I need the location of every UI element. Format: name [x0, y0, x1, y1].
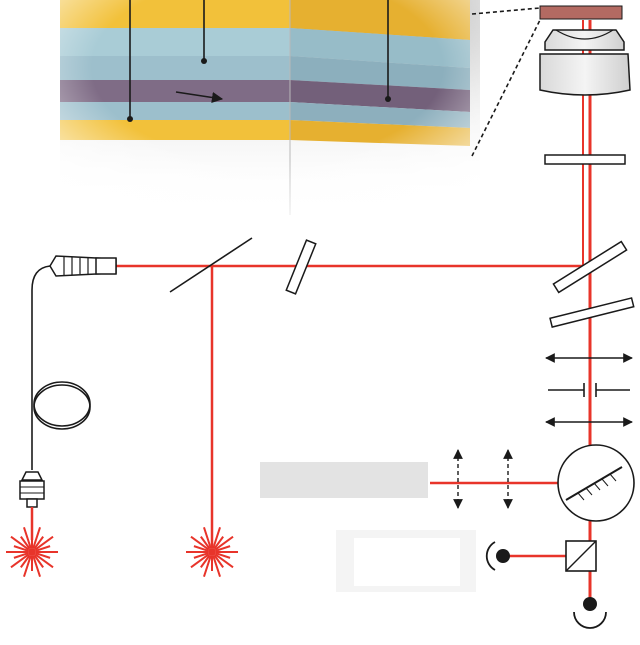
wave-plate-horizontal — [285, 239, 317, 295]
laser-ray — [215, 545, 231, 552]
laser-ray — [34, 553, 54, 569]
magnetization-arrow — [175, 91, 224, 104]
polarizing-beam-cube — [565, 540, 597, 572]
dichroic-mirror — [552, 240, 628, 294]
zoom-line-bottom — [471, 19, 541, 157]
fiber-coil — [33, 381, 91, 430]
detector-panel-window — [354, 538, 460, 586]
laser-ray — [203, 526, 212, 549]
wave-plate-top — [544, 154, 626, 165]
photodetector-bottom — [573, 597, 607, 629]
probe-pin-3-tip — [385, 96, 391, 102]
laser-ray — [33, 536, 44, 550]
zoom-line-top — [471, 7, 541, 15]
laser-ray — [190, 535, 210, 551]
laser-ray — [13, 552, 29, 559]
laser-ray — [200, 536, 211, 550]
laser-ray — [34, 535, 54, 551]
pinhole — [548, 383, 630, 397]
beam-splitter — [169, 237, 253, 293]
spectrometer-panel — [260, 462, 428, 498]
laser-ray — [212, 555, 221, 578]
laser-ray — [193, 552, 209, 559]
diffraction-grating — [557, 444, 635, 522]
laser-burst-center — [186, 526, 238, 578]
laser-ray — [13, 545, 29, 552]
laser-ray — [23, 526, 32, 549]
tilted-compensator-plate — [549, 297, 635, 328]
sample-mount — [539, 5, 623, 20]
layered-sample — [55, 0, 480, 225]
fiber-connector — [19, 471, 45, 508]
laser-ray — [214, 535, 234, 551]
photodetector-side — [485, 541, 510, 571]
optical-fiber — [31, 265, 51, 470]
laser-ray — [33, 554, 44, 568]
laser-ray — [193, 545, 209, 552]
laser-ray — [212, 526, 221, 549]
laser-ray — [23, 555, 32, 578]
laser-ray — [214, 553, 234, 569]
laser-ray — [10, 535, 30, 551]
laser-ray — [213, 554, 224, 568]
laser-ray — [200, 554, 211, 568]
laser-ray — [20, 554, 31, 568]
probe-pin-2-tip — [201, 58, 207, 64]
laser-ray — [32, 526, 41, 549]
laser-ray — [10, 553, 30, 569]
laser-ray — [203, 555, 212, 578]
laser-ray — [35, 552, 51, 559]
laser-ray — [213, 536, 224, 550]
laser-core — [208, 548, 216, 556]
laser-ray — [20, 536, 31, 550]
laser-ray — [190, 553, 210, 569]
objective-lens — [539, 29, 631, 96]
laser-ray — [32, 555, 41, 578]
fiber-coupler — [49, 255, 117, 277]
probe-pin-1-tip — [127, 116, 133, 122]
laser-ray — [35, 545, 51, 552]
laser-ray — [215, 552, 231, 559]
laser-core — [28, 548, 36, 556]
laser-burst-left — [6, 526, 58, 578]
